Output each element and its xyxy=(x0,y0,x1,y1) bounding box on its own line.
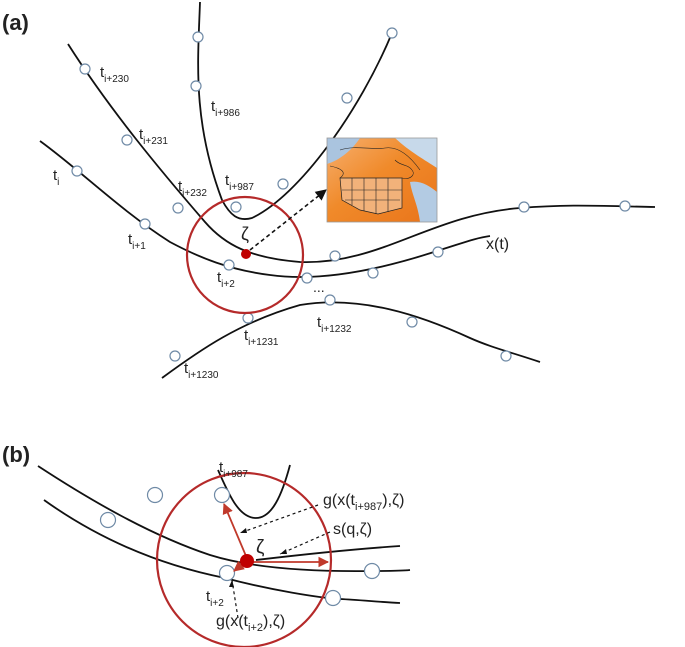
zeta-label: ζ xyxy=(241,224,249,244)
sample-node xyxy=(329,250,341,262)
dashed-arrow-to-map xyxy=(249,189,327,251)
time-label-i1230: ti+1230 xyxy=(184,360,219,381)
ellipsis: ... xyxy=(313,279,325,295)
panel-a-label: (a) xyxy=(2,10,29,35)
sample-node xyxy=(169,350,181,362)
zoom-time-label-i987: ti+987 xyxy=(219,459,248,480)
sample-node xyxy=(324,589,342,607)
time-label-i1231: ti+1231 xyxy=(244,327,279,348)
zoom-neighborhood-circle xyxy=(155,471,333,647)
sample-node xyxy=(363,562,381,580)
time-label-i: ti xyxy=(53,167,59,188)
sample-node xyxy=(406,316,418,328)
sample-node xyxy=(500,350,512,362)
trajectory-curve-bottom xyxy=(161,301,541,379)
sample-node xyxy=(277,178,289,190)
sample-node xyxy=(79,63,91,75)
sample-node xyxy=(139,218,151,230)
sample-node xyxy=(324,294,336,306)
sample-node xyxy=(518,201,530,213)
time-label-i2: ti+2 xyxy=(217,269,235,290)
trajectory-curve-narrow xyxy=(197,1,393,220)
distance-arrow-to-top xyxy=(222,503,247,557)
time-label-i986: ti+986 xyxy=(211,98,240,119)
leader-arrowhead xyxy=(240,528,247,533)
time-label-i1232: ti+1232 xyxy=(317,314,352,335)
neighborhood-circle xyxy=(185,195,305,315)
leader-arrowhead xyxy=(229,580,234,587)
zoom-curve-right xyxy=(255,545,401,561)
s-formula: s(q,ζ) xyxy=(333,521,372,538)
zoom-sample-nodes xyxy=(99,486,381,607)
zoom-time-label-i2: ti+2 xyxy=(206,588,224,609)
sample-node xyxy=(121,134,133,146)
zoom-zeta-label: ζ xyxy=(256,537,265,558)
time-label-i232: ti+232 xyxy=(178,178,207,199)
time-label-i231: ti+231 xyxy=(139,126,168,147)
sample-node xyxy=(301,272,313,284)
panel-b-label: (b) xyxy=(2,442,30,467)
zoom-curve-lower xyxy=(43,499,401,604)
trajectory-label: x(t) xyxy=(486,236,509,253)
sample-node xyxy=(146,486,164,504)
g-bottom-formula: g(x(ti+2),ζ) xyxy=(216,613,285,634)
sample-node xyxy=(172,202,184,214)
sample-node xyxy=(432,246,444,258)
sample-node xyxy=(242,312,254,324)
leader-arrowhead xyxy=(280,549,287,554)
map-inset xyxy=(326,137,438,223)
time-label-i987: ti+987 xyxy=(225,172,254,193)
time-label-i1: ti+1 xyxy=(128,231,146,252)
time-label-i230: ti+230 xyxy=(100,64,129,85)
sample-node xyxy=(190,80,202,92)
sample-node xyxy=(218,564,236,582)
sample-node xyxy=(619,200,631,212)
sample-node xyxy=(230,201,242,213)
sample-node xyxy=(213,486,231,504)
sample-node xyxy=(367,267,379,279)
sample-node xyxy=(223,259,235,271)
g-top-formula: g(x(ti+987),ζ) xyxy=(323,492,404,513)
sample-node xyxy=(341,92,353,104)
zeta-point xyxy=(241,249,251,259)
zoom-zeta-point xyxy=(240,554,254,568)
sample-node xyxy=(71,165,83,177)
trajectory-sample-nodes xyxy=(71,27,631,362)
sample-node xyxy=(192,31,204,43)
sample-node xyxy=(386,27,398,39)
sample-node xyxy=(99,511,117,529)
trajectory-curve-top xyxy=(67,43,656,263)
